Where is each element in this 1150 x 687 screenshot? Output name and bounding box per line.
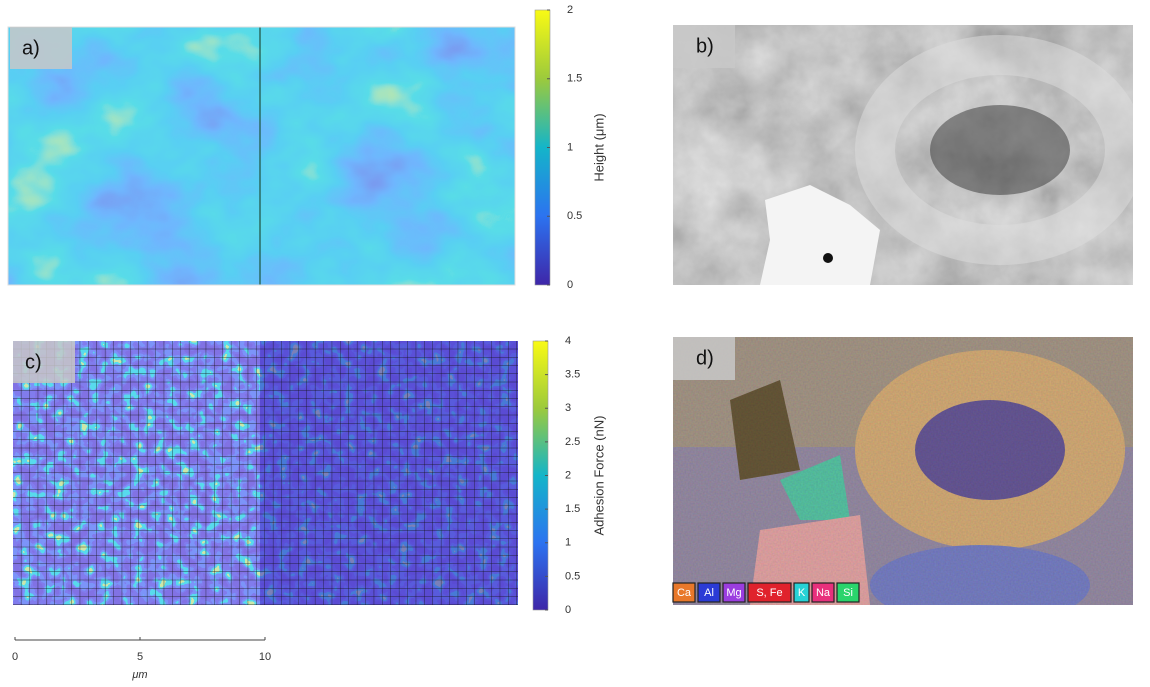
tick-label: 0 [12,651,18,663]
frame [7,26,516,286]
tick-label: 5 [137,651,143,663]
legend-chip [811,582,835,603]
tick-label: 1.5 [567,73,582,85]
tick-label: 0 [565,604,571,616]
tick-label: 0.5 [565,570,580,582]
cell-grid [13,341,518,605]
panel-label: d) [696,347,714,369]
tick-label: 3.5 [565,369,580,381]
legend-label: Mg [726,587,741,599]
legend-chip [697,582,721,603]
label-box [10,27,72,69]
legend-label: Al [704,587,714,599]
tick-label: 1 [567,141,573,153]
tick-label: 4 [565,335,571,347]
legend-label: S, Fe [756,587,782,599]
legend-chip [793,582,810,603]
legend-chip [672,582,696,603]
legend-chip [747,582,792,603]
colorbars: 0 0.5 1 1.5 2 Height (μm) 0 0.5 1 1.5 2 2.5 3 3.5 4 Adh… [532,4,606,616]
legend-chip [836,582,860,603]
label-box [13,341,75,383]
panel-label: b) [696,35,714,57]
sem-image [673,25,1133,285]
element-legend: Ca Al Mg S, Fe K Na Si [672,582,860,603]
tick-label: 10 [259,651,271,663]
legend-label: Si [843,587,853,599]
tick-label: 0.5 [567,210,582,222]
eds-map [673,337,1133,605]
colorbar-label: Height (μm) [591,113,606,181]
panel-label: a) [22,37,40,59]
panel-label: c) [25,351,42,373]
tick-label: 2.5 [565,436,580,448]
tick-label: 3 [565,402,571,414]
height-map [8,27,515,285]
legend-label: Ca [677,587,692,599]
tick-label: 1.5 [565,503,580,515]
unit-label: μm [131,669,147,681]
legend-chip [722,582,746,603]
tick-label: 1 [565,537,571,549]
scale-bar: 0 5 10 μm [12,637,271,681]
legend-label: K [798,587,806,599]
colorbar-label: Adhesion Force (nN) [591,416,606,536]
tick-label: 2 [565,469,571,481]
tick-label: 2 [567,4,573,16]
label-box [673,25,735,68]
legend-label: Na [816,587,831,599]
tick-label: 0 [567,279,573,291]
label-box [673,337,735,380]
